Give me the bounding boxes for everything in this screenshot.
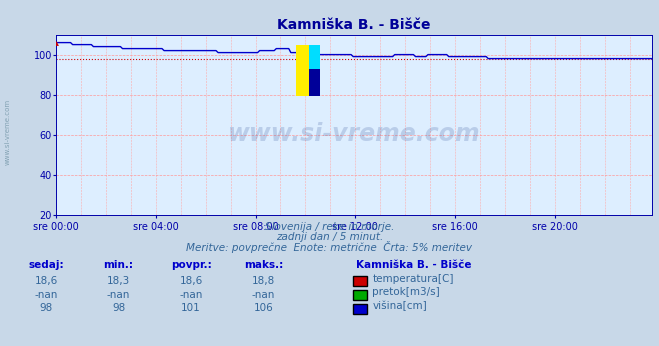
Text: min.:: min.: <box>103 260 134 270</box>
Text: sedaj:: sedaj: <box>28 260 64 270</box>
Title: Kamniška B. - Bišče: Kamniška B. - Bišče <box>277 18 431 32</box>
Text: 98: 98 <box>40 303 53 313</box>
Text: 18,3: 18,3 <box>107 276 130 286</box>
Text: 18,6: 18,6 <box>179 276 203 286</box>
Text: 18,6: 18,6 <box>34 276 58 286</box>
Text: -nan: -nan <box>34 290 58 300</box>
Text: pretok[m3/s]: pretok[m3/s] <box>372 288 440 298</box>
Text: 106: 106 <box>254 303 273 313</box>
Text: višina[cm]: višina[cm] <box>372 301 427 311</box>
Text: maks.:: maks.: <box>244 260 283 270</box>
Text: Meritve: povprečne  Enote: metrične  Črta: 5% meritev: Meritve: povprečne Enote: metrične Črta:… <box>186 241 473 253</box>
Bar <box>309 69 320 96</box>
Text: 18,8: 18,8 <box>252 276 275 286</box>
Text: temperatura[C]: temperatura[C] <box>372 274 454 284</box>
Text: -nan: -nan <box>179 290 203 300</box>
Text: 98: 98 <box>112 303 125 313</box>
Bar <box>296 45 309 96</box>
Text: -nan: -nan <box>252 290 275 300</box>
Text: -nan: -nan <box>107 290 130 300</box>
Text: www.si-vreme.com: www.si-vreme.com <box>5 98 11 165</box>
Bar <box>309 45 320 71</box>
Text: povpr.:: povpr.: <box>171 260 212 270</box>
Text: Kamniška B. - Bišče: Kamniška B. - Bišče <box>356 260 471 270</box>
Text: Slovenija / reke in morje.: Slovenija / reke in morje. <box>265 222 394 232</box>
Text: www.si-vreme.com: www.si-vreme.com <box>228 121 480 146</box>
Text: 101: 101 <box>181 303 201 313</box>
Text: zadnji dan / 5 minut.: zadnji dan / 5 minut. <box>276 233 383 243</box>
